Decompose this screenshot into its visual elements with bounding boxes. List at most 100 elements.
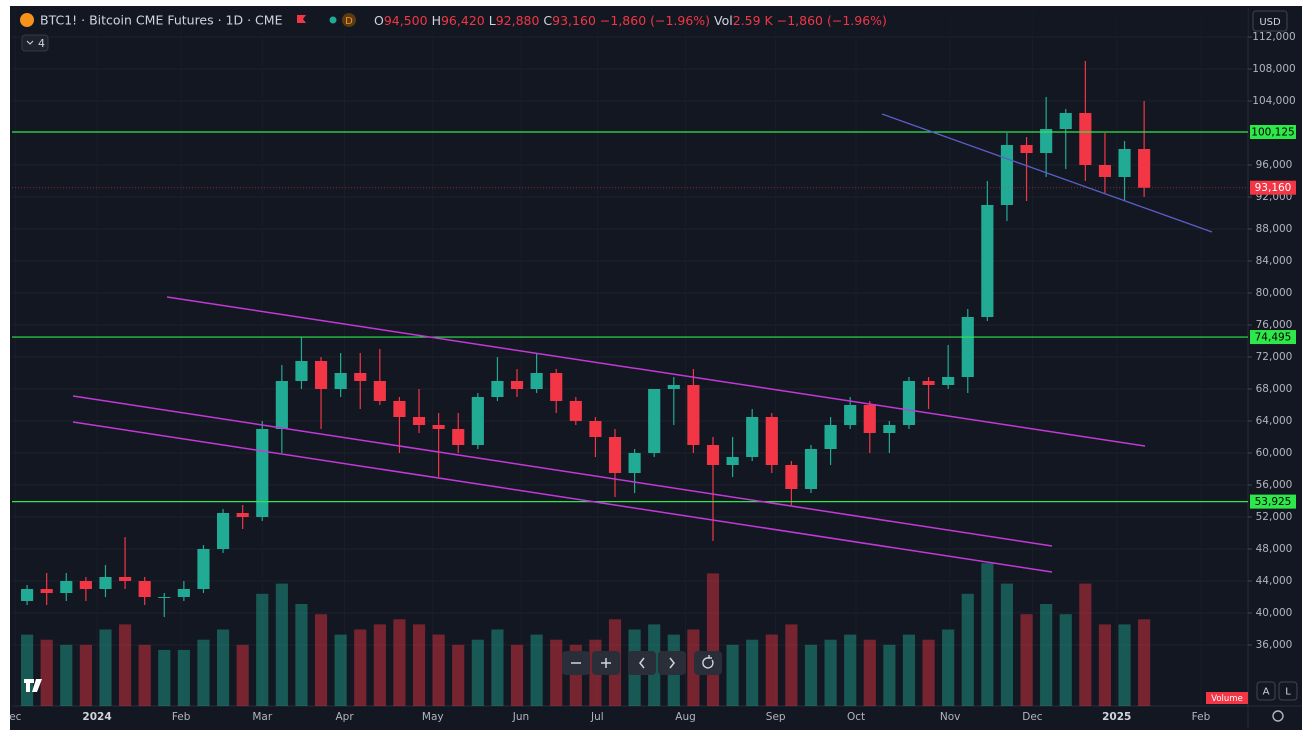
volume-bar (295, 604, 308, 706)
reset-button[interactable] (694, 651, 722, 675)
y-tick-label: 40,000 (1256, 607, 1293, 619)
volume-bar (236, 644, 249, 706)
volume-bar (119, 624, 132, 706)
volume-bar (354, 629, 367, 706)
candle-body (1059, 113, 1072, 129)
y-tick-label: 104,000 (1252, 95, 1295, 107)
candle-body (491, 381, 504, 397)
indicator-toggle[interactable] (21, 34, 49, 52)
volume-bar (256, 593, 269, 706)
scroll-right-button[interactable] (658, 651, 686, 675)
volume-bar (863, 639, 876, 706)
candle-body (922, 381, 935, 385)
legend-value: 93,160 (552, 13, 596, 28)
interval-badge-bg (342, 13, 356, 27)
candle-body (687, 385, 700, 445)
candle-body (393, 401, 406, 417)
volume-bar (1059, 614, 1072, 706)
x-tick-label: 2025 (1102, 711, 1131, 723)
volume-bar (1138, 619, 1151, 706)
volume-bar (1020, 614, 1033, 706)
candle-body (804, 449, 818, 489)
scroll-left-button[interactable] (628, 651, 656, 675)
candle-body (530, 373, 543, 389)
volume-bar (79, 644, 92, 706)
x-tick-label: Dec (1022, 711, 1043, 723)
volume-bar (1000, 583, 1014, 706)
log-scale-button[interactable] (1278, 681, 1298, 701)
candle-body (844, 405, 857, 425)
volume-bar (726, 644, 739, 706)
currency: USD (1259, 17, 1281, 28)
candle-body (569, 401, 582, 421)
y-tick-label: 36,000 (1256, 639, 1293, 651)
volume-bar (99, 629, 112, 706)
y-tick-label: 88,000 (1256, 223, 1293, 235)
candle-body (746, 417, 759, 457)
x-tick-label: Mar (252, 711, 272, 723)
y-tick-label: 44,000 (1256, 575, 1293, 587)
candle-body (216, 513, 230, 549)
y-tick-label: 112,000 (1252, 31, 1295, 43)
candle-body (589, 421, 602, 437)
volume-bar (981, 563, 994, 706)
volume-bar (373, 624, 386, 706)
legend-value: 96,420 (441, 13, 485, 28)
candle-body (40, 589, 53, 593)
volume-bar (412, 624, 426, 706)
y-tick-label: 84,000 (1256, 255, 1293, 267)
volume-bar (40, 639, 53, 706)
level-label-bg (1250, 494, 1296, 509)
volume-bar (1079, 583, 1092, 706)
candle-body (1020, 145, 1033, 153)
candle-body (60, 581, 73, 593)
candle-body (961, 317, 974, 377)
volume-label: Volume (1211, 694, 1243, 704)
volume-bar (216, 629, 230, 706)
y-tick-label: 72,000 (1256, 351, 1293, 363)
volume-bar (922, 639, 935, 706)
candle-body (177, 589, 190, 597)
plus-icon (601, 658, 611, 668)
trendlines (72, 113, 1213, 573)
volume-bar (275, 583, 288, 706)
candle-body (295, 361, 308, 381)
volume-bar (902, 634, 916, 706)
y-tick-label: 108,000 (1252, 63, 1295, 75)
x-tick-label: Apr (335, 711, 354, 723)
x-tick-label: May (422, 711, 444, 723)
volume-bar (1098, 624, 1112, 706)
auto-scale-button[interactable] (1256, 681, 1276, 701)
candle-body (452, 429, 465, 445)
log-scale-label: L (1285, 687, 1291, 698)
volume-bar (687, 629, 700, 706)
candle-body (1000, 145, 1014, 205)
candle-body (981, 205, 994, 317)
settings-icon[interactable] (1272, 710, 1284, 722)
candle-body (197, 549, 210, 589)
candle-body (824, 425, 837, 449)
volume-bar (510, 644, 524, 706)
volume-bar (432, 634, 445, 706)
x-tick-label: Feb (172, 711, 191, 723)
volume-bar (197, 639, 210, 706)
volume-bar (824, 639, 837, 706)
y-tick-label: 68,000 (1256, 383, 1293, 395)
candle-body (942, 377, 955, 385)
legend-value: 92,880 (496, 13, 540, 28)
volume-bar (942, 629, 955, 706)
candle-body (863, 405, 876, 433)
candle-body (99, 577, 112, 589)
volume-bar (785, 624, 798, 706)
candle-body (765, 417, 778, 465)
volume-bar (550, 639, 563, 706)
header-backdrop (12, 8, 1248, 36)
volume-bar (334, 634, 347, 706)
candle-body (510, 381, 524, 389)
legend-change: −1,860 (−1.96%) (777, 13, 887, 28)
currency-button[interactable] (1252, 10, 1288, 32)
y-tick-label: 64,000 (1256, 415, 1293, 427)
volume-bar (60, 644, 73, 706)
volume-badge (1206, 692, 1248, 704)
reset-icon (702, 655, 714, 669)
